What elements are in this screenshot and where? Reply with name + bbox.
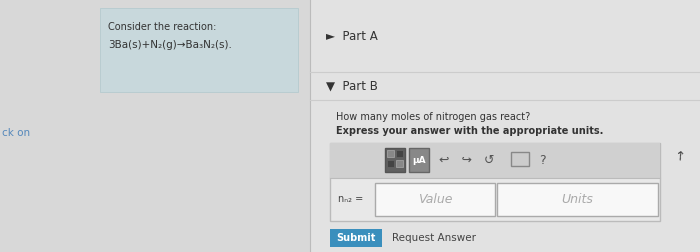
Text: ↩   ↪   ↺: ↩ ↪ ↺ (439, 154, 494, 167)
Bar (387, 150, 394, 157)
Text: Request Answer: Request Answer (392, 233, 476, 243)
Text: Units: Units (561, 193, 594, 206)
Text: How many moles of nitrogen gas react?: How many moles of nitrogen gas react? (336, 112, 531, 122)
Text: nₙ₂ =: nₙ₂ = (338, 195, 363, 205)
Bar (396, 160, 403, 167)
Text: Value: Value (418, 193, 452, 206)
Text: ?: ? (539, 154, 545, 167)
Text: ck on: ck on (2, 128, 30, 138)
Text: ↗: ↗ (672, 147, 688, 163)
Bar (387, 160, 394, 167)
Bar (396, 150, 403, 157)
Text: ▼  Part B: ▼ Part B (326, 79, 378, 92)
Bar (375, 183, 495, 216)
Bar (310, 0, 700, 252)
Bar (511, 152, 529, 166)
Text: Submit: Submit (336, 233, 376, 243)
Text: Express your answer with the appropriate units.: Express your answer with the appropriate… (336, 126, 603, 136)
Text: ►  Part A: ► Part A (326, 29, 378, 43)
Bar (385, 148, 405, 172)
Text: μA: μA (412, 156, 426, 165)
Bar (330, 229, 382, 247)
Bar (409, 148, 429, 172)
Text: Consider the reaction:: Consider the reaction: (108, 22, 216, 32)
Bar (330, 143, 660, 178)
Text: 3Ba(s)+N₂(g)→Ba₃N₂(s).: 3Ba(s)+N₂(g)→Ba₃N₂(s). (108, 40, 232, 50)
Bar (330, 143, 660, 221)
Bar (100, 8, 298, 92)
Bar (497, 183, 658, 216)
